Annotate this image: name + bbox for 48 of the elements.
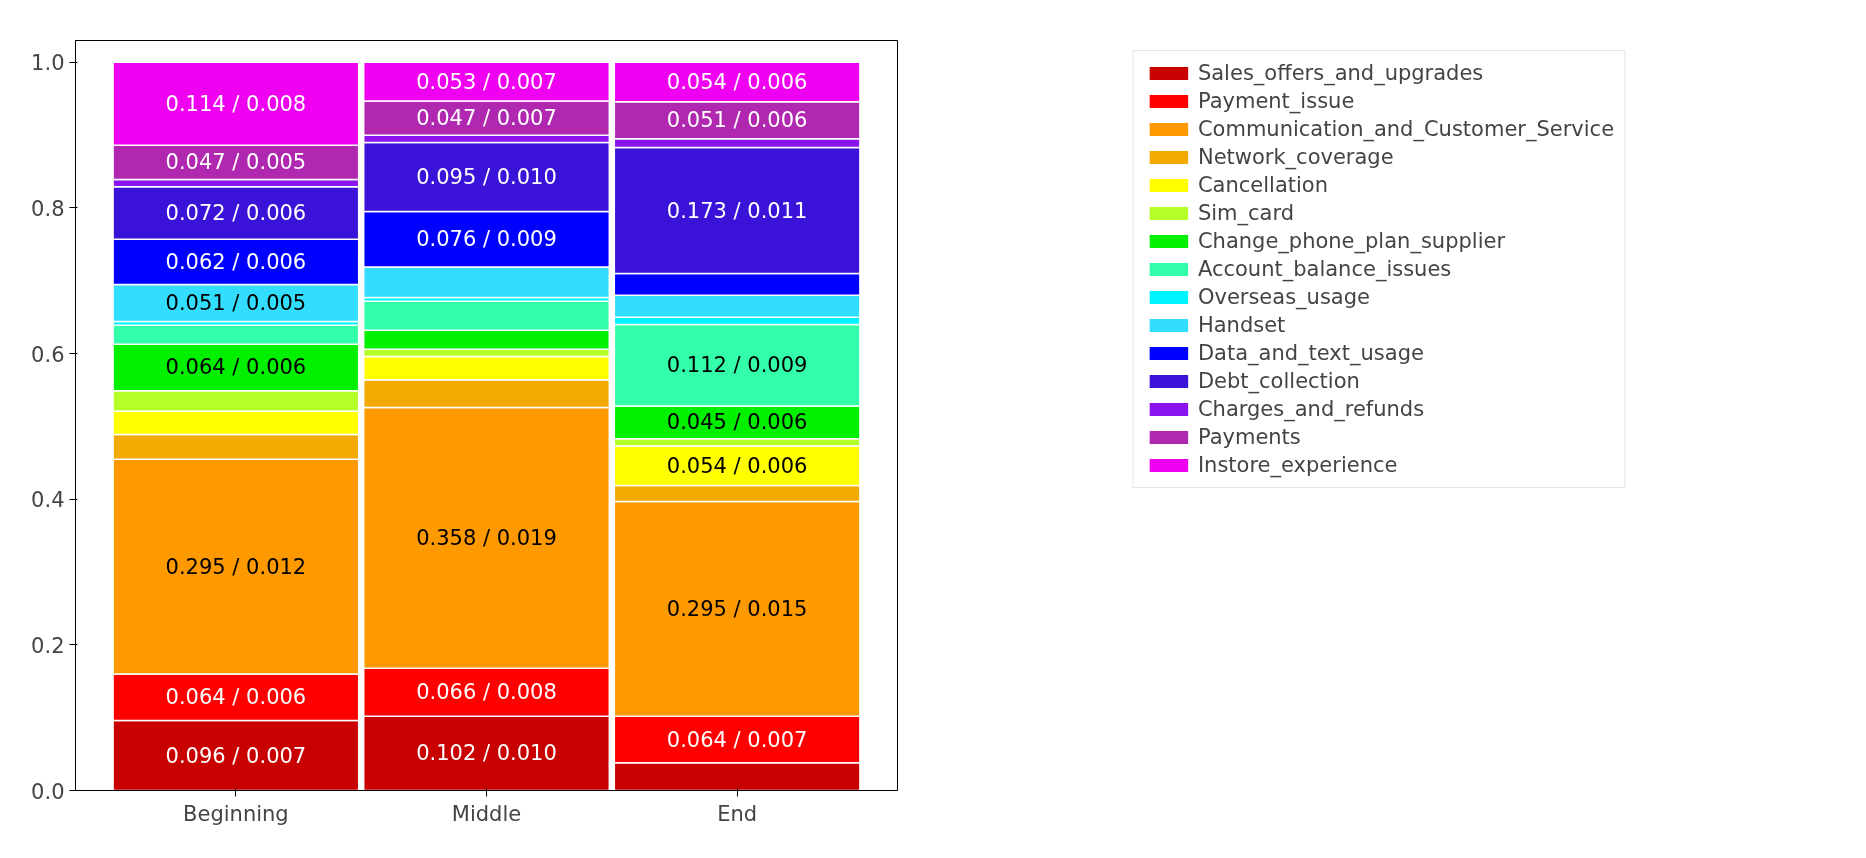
y-tick-label: 0.0: [31, 779, 65, 804]
legend-label: Instore_experience: [1197, 453, 1398, 477]
legend-label: Data_and_text_usage: [1197, 341, 1424, 365]
data-label: 0.295 / 0.015: [666, 596, 808, 621]
legend-label: Account_balance_issues: [1197, 257, 1452, 281]
data-label: 0.102 / 0.010: [416, 741, 557, 766]
legend-label: Handset: [1197, 313, 1286, 337]
y-tick-label: 0.6: [31, 342, 65, 367]
data-label: 0.114 / 0.008: [165, 91, 307, 116]
data-label: 0.062 / 0.006: [165, 249, 307, 274]
data-label: 0.064 / 0.006: [165, 685, 307, 710]
data-label: 0.064 / 0.006: [165, 355, 307, 380]
y-tick-label: 0.8: [31, 196, 65, 221]
data-label: 0.047 / 0.005: [165, 150, 307, 175]
data-label: 0.051 / 0.005: [165, 291, 307, 315]
data-label: 0.295 / 0.012: [165, 554, 307, 579]
y-tick-label: 1.0: [31, 51, 65, 76]
data-label: 0.064 / 0.007: [666, 727, 808, 752]
data-label: 0.076 / 0.009: [416, 227, 557, 252]
legend-label: Change_phone_plan_supplier: [1197, 229, 1506, 253]
data-label: 0.066 / 0.008: [416, 680, 557, 705]
data-label: 0.173 / 0.011: [666, 198, 808, 223]
legend-label: Overseas_usage: [1197, 285, 1370, 309]
x-tick-label: Middle: [451, 801, 522, 826]
legend-label: Payment_issue: [1197, 89, 1355, 113]
data-label: 0.095 / 0.010: [416, 165, 557, 190]
legend-label: Charges_and_refunds: [1197, 397, 1425, 421]
legend-label: Cancellation: [1197, 173, 1328, 197]
data-label: 0.054 / 0.006: [666, 70, 808, 94]
legend-label: Communication_and_Customer_Service: [1197, 117, 1615, 141]
legend-label: Payments: [1197, 425, 1301, 449]
legend-label: Network_coverage: [1197, 145, 1394, 169]
data-label: 0.045 / 0.006: [666, 410, 808, 435]
legend-label: Sim_card: [1197, 201, 1295, 225]
legend-label: Debt_collection: [1197, 369, 1360, 393]
data-label: 0.072 / 0.006: [165, 201, 307, 226]
data-label: 0.358 / 0.019: [416, 525, 557, 550]
y-tick-label: 0.4: [31, 488, 65, 513]
data-label: 0.053 / 0.007: [416, 69, 557, 94]
data-label: 0.096 / 0.007: [165, 743, 307, 768]
data-label: 0.047 / 0.007: [416, 106, 557, 131]
legend-label: Sales_offers_and_upgrades: [1197, 61, 1484, 85]
data-label: 0.051 / 0.006: [666, 108, 808, 133]
x-tick-label: Beginning: [183, 801, 289, 826]
x-tick-label: End: [717, 801, 758, 826]
data-label: 0.054 / 0.006: [666, 453, 808, 478]
data-label: 0.112 / 0.009: [666, 353, 808, 378]
y-tick-label: 0.2: [31, 633, 65, 658]
